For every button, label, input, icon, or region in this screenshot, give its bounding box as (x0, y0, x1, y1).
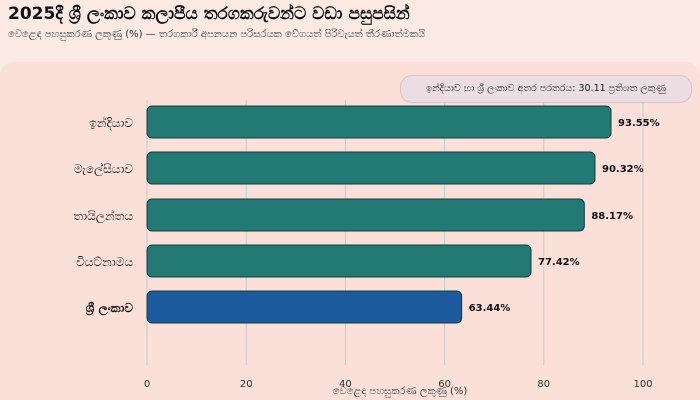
x-tick-label: 0 (144, 379, 150, 390)
bar (146, 151, 596, 185)
x-tick-label: 40 (339, 379, 352, 390)
x-tick-label: 80 (537, 379, 550, 390)
bar (146, 290, 463, 324)
bar (146, 105, 612, 139)
chart-title: 2025දී ශ්‍රී ලංකාව කලාපීය තරගකරුවන්ට වඩා… (8, 4, 410, 24)
value-label: 90.32% (602, 164, 644, 175)
value-label: 88.17% (591, 211, 633, 222)
value-label: 93.55% (618, 118, 660, 129)
x-tick-label: 20 (240, 379, 253, 390)
bar (146, 198, 585, 232)
x-tick-label: 100 (633, 379, 652, 390)
value-label: 77.42% (538, 257, 580, 268)
chart-subtitle: වෙළෙඳ පහසුකරණ ලකුණු (%) — තරගකාරී අපනයන … (8, 29, 426, 40)
x-axis-label: වෙළෙඳ පහසුකරණ ලකුණු (%) (332, 386, 468, 397)
category-label: තායිලන්තය (73, 209, 133, 224)
category-label: ඉන්දියාව (89, 116, 133, 130)
bar (146, 244, 532, 278)
value-label: 63.44% (469, 303, 511, 314)
category-label: මැලේසියාව (74, 162, 134, 177)
x-tick-label: 60 (438, 379, 451, 390)
gap-annotation: ඉන්දියාව හා ශ්‍රී ලංකාව අතර පරතරය: 30.11… (400, 75, 692, 103)
category-label: ශ්‍රී ලංකාව (85, 301, 133, 317)
category-label: වියට්නාමය (76, 255, 133, 269)
